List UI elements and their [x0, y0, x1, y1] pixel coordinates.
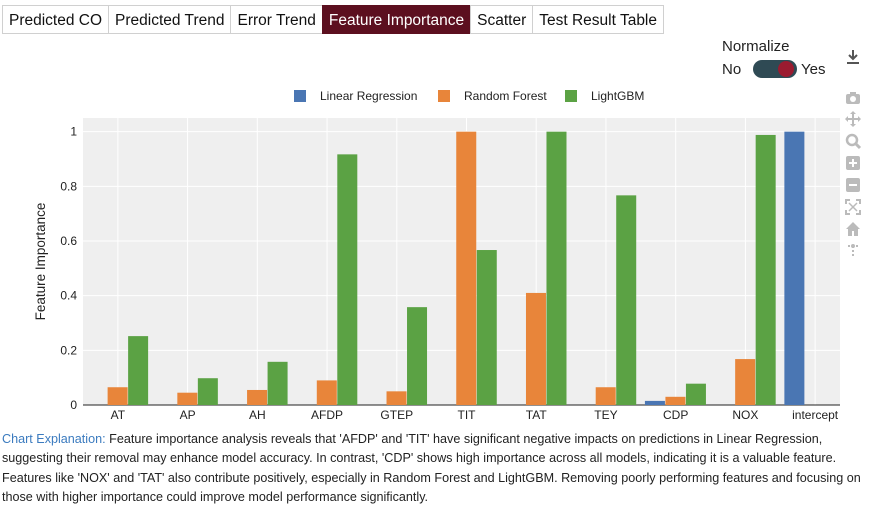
home-icon[interactable] [844, 220, 866, 238]
pan-icon[interactable] [844, 110, 866, 128]
bar-linear-regression [784, 131, 805, 405]
tab-scatter[interactable]: Scatter [470, 5, 534, 34]
zoom-in-icon[interactable] [844, 154, 866, 172]
autoscale-icon[interactable] [844, 198, 866, 216]
tab-feature-importance[interactable]: Feature Importance [321, 5, 472, 34]
bar-lightgbm [616, 195, 637, 405]
x-tick-label: AP [180, 408, 196, 422]
spike-lines-icon[interactable] [844, 242, 866, 260]
download-icon[interactable] [844, 48, 866, 66]
x-tick-label: TEY [594, 408, 617, 422]
bar-random-forest [386, 391, 407, 405]
y-tick-label: 1 [70, 125, 77, 139]
legend-label: LightGBM [591, 89, 644, 103]
explanation-lead: Chart Explanation: [2, 432, 106, 446]
bar-random-forest [107, 387, 128, 405]
x-tick-label: intercept [792, 408, 839, 422]
bar-random-forest [525, 292, 546, 405]
x-tick-label: NOX [732, 408, 758, 422]
bar-lightgbm [267, 361, 288, 405]
legend-swatch [565, 90, 577, 102]
bar-lightgbm [476, 250, 497, 405]
tab-test-result-table[interactable]: Test Result Table [532, 5, 664, 34]
tab-error-trend[interactable]: Error Trend [230, 5, 323, 34]
bar-lightgbm [337, 154, 358, 405]
x-tick-label: TAT [526, 408, 548, 422]
normalize-off-label: No [722, 61, 742, 78]
x-tick-label: AFDP [311, 408, 343, 422]
legend-swatch [438, 90, 450, 102]
tab-predicted-trend[interactable]: Predicted Trend [108, 5, 232, 34]
chart-explanation: Chart Explanation: Feature importance an… [2, 430, 874, 508]
bar-random-forest [456, 131, 477, 405]
feature-importance-chart: 0 0.2 0.4 0.6 0.8 1 AT AP AH AFDP GTEP TIT TAT TEY CDP… [33, 89, 840, 422]
explanation-text: Feature importance analysis reveals that… [2, 432, 861, 505]
bar-random-forest [177, 392, 198, 405]
y-tick-label: 0.4 [60, 289, 77, 303]
x-tick-label: AH [249, 408, 266, 422]
bar-random-forest [316, 380, 337, 405]
bar-random-forest [595, 387, 616, 405]
bar-random-forest [735, 359, 756, 405]
tab-predicted-co[interactable]: Predicted CO [2, 5, 110, 34]
legend-label: Linear Regression [320, 89, 417, 103]
bar-lightgbm [546, 131, 567, 405]
legend-swatch [294, 90, 306, 102]
bar-lightgbm [197, 378, 218, 405]
x-tick-label: GTEP [380, 408, 413, 422]
bar-lightgbm [685, 383, 706, 405]
tab-bar: Predicted CO Predicted Trend Error Trend… [2, 5, 664, 34]
y-tick-label: 0.6 [60, 234, 77, 248]
bar-random-forest [247, 389, 268, 405]
legend-label: Random Forest [464, 89, 547, 103]
x-tick-label: TIT [458, 408, 477, 422]
zoom-icon[interactable] [844, 132, 866, 150]
zoom-out-icon[interactable] [844, 176, 866, 194]
toggle-knob[interactable] [778, 61, 794, 77]
bar-lightgbm [128, 336, 149, 405]
bar-lightgbm [755, 134, 776, 406]
y-tick-label: 0.2 [60, 343, 77, 357]
y-tick-label: 0 [70, 398, 77, 412]
camera-icon[interactable] [844, 89, 866, 107]
y-axis-title: Feature Importance [33, 203, 48, 321]
y-tick-label: 0.8 [60, 179, 77, 193]
normalize-label: Normalize [722, 38, 790, 55]
normalize-toggle[interactable] [753, 60, 797, 78]
normalize-on-label: Yes [801, 61, 826, 78]
bar-lightgbm [407, 307, 428, 405]
bar-random-forest [665, 396, 686, 405]
x-tick-label: AT [111, 408, 126, 422]
x-tick-label: CDP [663, 408, 688, 422]
bar-linear-regression [644, 400, 665, 405]
